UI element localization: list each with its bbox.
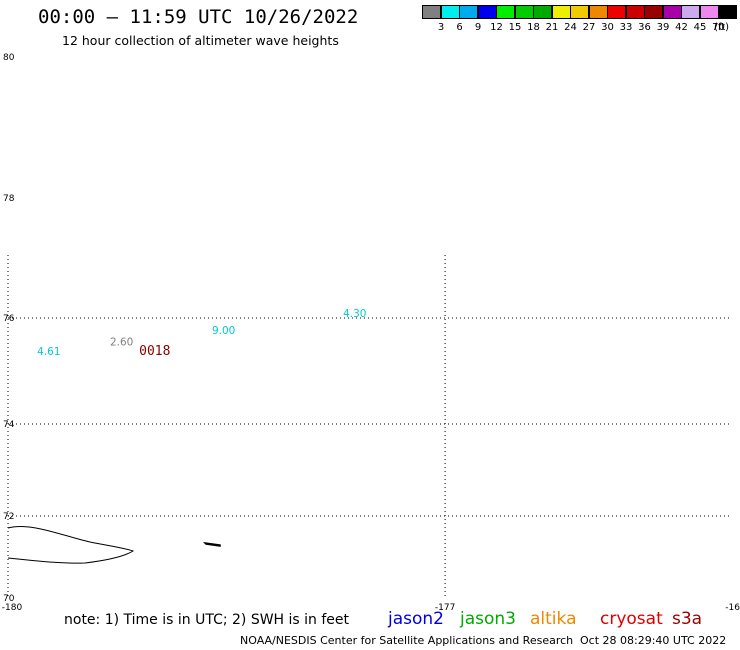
legend-label: 21 xyxy=(545,22,559,33)
satellite-legend-cryosat: cryosat xyxy=(600,609,663,629)
satellite-legend-jason3: jason3 xyxy=(460,609,516,629)
legend-label: 39 xyxy=(656,22,670,33)
y-tick-label: 80 xyxy=(3,53,15,63)
satellite-legend-s3a: s3a xyxy=(672,609,703,629)
footer-note: note: 1) Time is in UTC; 2) SWH is in fe… xyxy=(64,612,350,628)
map-gridlines xyxy=(7,255,730,598)
x-tick-label: -177 xyxy=(435,603,455,613)
satellite-legend-altika: altika xyxy=(530,609,577,629)
legend-unit: (ft) xyxy=(714,22,730,33)
legend-label: 24 xyxy=(564,22,577,33)
generated-timestamp: Oct 28 08:29:40 UTC 2022 xyxy=(580,634,727,647)
map-title: 00:00 – 11:59 UTC 10/26/2022 xyxy=(38,6,359,28)
x-tick-label: -180 xyxy=(2,603,23,613)
legend-label: 12 xyxy=(490,22,503,33)
x-tick-label: -16 xyxy=(725,603,740,613)
legend-label: 3 xyxy=(437,22,445,33)
y-tick-label: 74 xyxy=(3,420,15,430)
legend-label: 45 xyxy=(693,22,707,33)
legend-label: 42 xyxy=(675,22,688,33)
legend-label: 15 xyxy=(508,22,522,33)
legend-label: 18 xyxy=(527,22,540,33)
wave-height-observations: 0.597.931.864.714.486.774.656.5910.338.1… xyxy=(37,308,366,359)
coastline-land xyxy=(7,525,135,564)
wave-height-label: 2.60 xyxy=(110,337,133,349)
legend-label: 9 xyxy=(474,22,482,33)
legend-label: 33 xyxy=(619,22,633,33)
y-tick-label: 78 xyxy=(3,194,15,204)
y-tick-label: 70 xyxy=(3,594,15,604)
legend-label: 30 xyxy=(601,22,614,33)
y-tick-label: 72 xyxy=(3,512,14,522)
coastline-islet xyxy=(202,541,221,547)
credit-line: NOAA/NESDIS Center for Satellite Applica… xyxy=(240,634,574,647)
wave-height-label: 4.61 xyxy=(37,346,60,358)
wave-height-label: 9.00 xyxy=(212,325,235,337)
y-tick-label: 76 xyxy=(3,314,15,324)
legend-swatch xyxy=(718,5,737,19)
pass-time-label: 0018 xyxy=(139,344,170,359)
legend-label: 27 xyxy=(582,22,596,33)
legend-label: 36 xyxy=(638,22,651,33)
legend-label: 70 xyxy=(712,22,725,33)
satellite-legend-jason2: jason2 xyxy=(388,609,444,629)
map-subtitle: 12 hour collection of altimeter wave hei… xyxy=(62,33,339,48)
legend-label: 6 xyxy=(456,22,463,33)
wave-height-label: 4.30 xyxy=(343,308,366,320)
